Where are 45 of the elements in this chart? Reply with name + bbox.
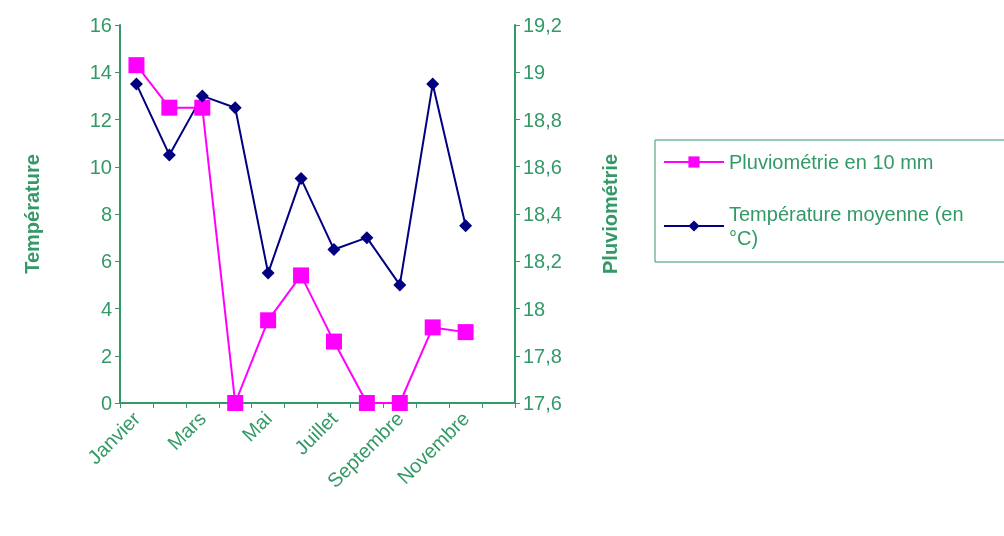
point	[391, 395, 408, 411]
point	[129, 77, 143, 91]
legend-label: Pluviométrie en 10 mm	[729, 151, 934, 173]
y-tick-label: 2	[100, 344, 112, 367]
y2-tick-label: 18,8	[523, 108, 562, 131]
point	[293, 267, 310, 284]
point	[128, 57, 145, 74]
y-tick-label: 16	[89, 14, 112, 36]
y2-tick-label: 19,2	[523, 14, 562, 36]
y-tick-label: 6	[100, 250, 112, 273]
point	[194, 99, 211, 116]
y-axis-title: Température	[21, 154, 43, 274]
y2-tick-label: 19	[523, 61, 546, 84]
y-tick-label: 12	[89, 108, 112, 131]
point	[261, 266, 275, 280]
point	[195, 89, 209, 103]
point	[161, 99, 178, 116]
point	[162, 148, 176, 162]
point	[228, 101, 242, 115]
legend-label: Température moyenne (en °C)	[729, 203, 970, 249]
point	[227, 395, 244, 411]
point	[325, 333, 342, 350]
y-tick-label: 4	[100, 297, 112, 320]
x-tick-label: Mai	[237, 407, 276, 446]
y2-tick-label: 17,6	[523, 392, 562, 414]
y2-tick-label: 17,8	[523, 344, 562, 367]
point	[426, 77, 440, 91]
point	[459, 219, 473, 233]
y2-tick-label: 18	[523, 297, 546, 320]
y2-tick-label: 18,2	[523, 250, 562, 273]
y-tick-label: 10	[89, 155, 112, 178]
point	[260, 312, 277, 329]
point	[327, 242, 341, 256]
point	[358, 395, 375, 411]
point	[360, 231, 374, 245]
point	[294, 172, 308, 186]
point	[457, 324, 474, 341]
point	[424, 319, 441, 336]
point	[393, 278, 407, 292]
y-tick-label: 14	[89, 61, 112, 84]
y2-tick-label: 18,6	[523, 155, 562, 178]
y2-axis-title: Pluviométrie	[599, 153, 621, 275]
y-tick-label: 8	[100, 203, 112, 225]
y-tick-label: 0	[100, 392, 112, 414]
y2-tick-label: 18,4	[523, 203, 562, 225]
